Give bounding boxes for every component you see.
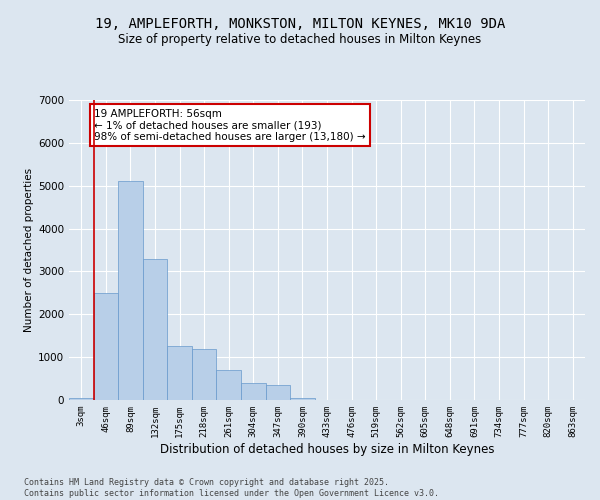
X-axis label: Distribution of detached houses by size in Milton Keynes: Distribution of detached houses by size … bbox=[160, 442, 494, 456]
Bar bbox=[241, 383, 266, 400]
Bar bbox=[192, 348, 217, 400]
Bar bbox=[69, 398, 94, 400]
Text: 19, AMPLEFORTH, MONKSTON, MILTON KEYNES, MK10 9DA: 19, AMPLEFORTH, MONKSTON, MILTON KEYNES,… bbox=[95, 18, 505, 32]
Y-axis label: Number of detached properties: Number of detached properties bbox=[24, 168, 34, 332]
Bar bbox=[94, 293, 118, 400]
Bar bbox=[143, 258, 167, 400]
Text: Size of property relative to detached houses in Milton Keynes: Size of property relative to detached ho… bbox=[118, 32, 482, 46]
Bar bbox=[266, 385, 290, 400]
Bar bbox=[217, 370, 241, 400]
Text: Contains HM Land Registry data © Crown copyright and database right 2025.
Contai: Contains HM Land Registry data © Crown c… bbox=[24, 478, 439, 498]
Bar bbox=[167, 346, 192, 400]
Bar bbox=[290, 398, 315, 400]
Text: 19 AMPLEFORTH: 56sqm
← 1% of detached houses are smaller (193)
98% of semi-detac: 19 AMPLEFORTH: 56sqm ← 1% of detached ho… bbox=[94, 108, 365, 142]
Bar bbox=[118, 182, 143, 400]
